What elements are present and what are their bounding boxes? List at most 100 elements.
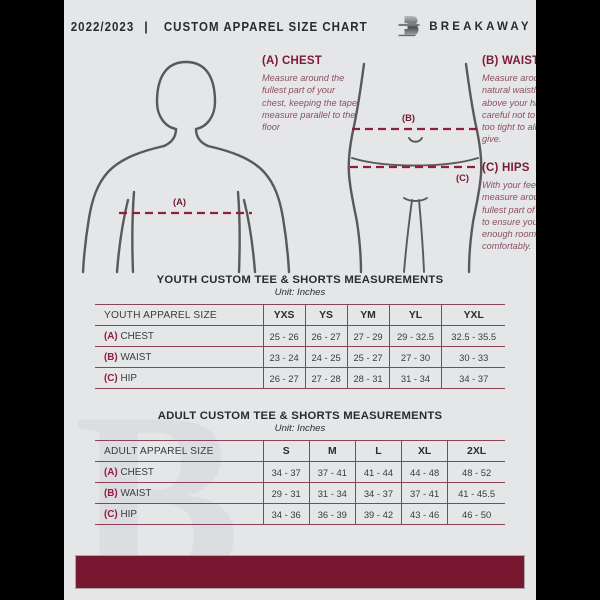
table-header-row: ADULT APPAREL SIZE S M L XL 2XL [95, 440, 505, 462]
size-chart-page: B 2022/2023 | CUSTOM APPAREL SIZE CHART [64, 0, 536, 600]
waist-tag: (B) [104, 487, 118, 499]
adult-chest-label: (A) CHEST [95, 461, 264, 483]
brand-name: BREAKAWAY [429, 21, 532, 33]
column-header-l: L [354, 440, 402, 462]
table-row: (C) HIP 26 - 27 27 - 28 28 - 31 31 - 34 … [95, 367, 505, 389]
youth-table-title: YOUTH CUSTOM TEE & SHORTS MEASUREMENTS [156, 274, 444, 286]
table-row: (C) HIP 34 - 36 36 - 39 39 - 42 43 - 46 … [95, 503, 505, 525]
youth-hip-label: (C) HIP [95, 367, 264, 389]
adult-size-table: ADULT APPAREL SIZE S M L XL 2XL (A) CHES… [95, 440, 505, 525]
hips-marker-label: (C) [456, 172, 469, 183]
adult-hip-label: (C) HIP [95, 503, 264, 525]
chest-heading: (A) CHEST [262, 55, 322, 67]
waist-label-text: WAIST [120, 351, 152, 363]
youth-hip-yxl: 34 - 37 [441, 367, 505, 389]
youth-size-section: YOUTH CUSTOM TEE & SHORTS MEASUREMENTS U… [95, 274, 505, 389]
body-figures: (A) (B) (C) [81, 60, 483, 274]
youth-waist-label: (B) WAIST [95, 346, 264, 368]
adult-waist-2xl: 41 - 45.5 [447, 482, 505, 504]
table-row: (A) CHEST 25 - 26 26 - 27 27 - 29 29 - 3… [95, 325, 505, 347]
waist-description-block: (B) WAIST Measure around your natural wa… [482, 55, 536, 146]
hips-description: With your feet together, measure around … [482, 180, 536, 252]
column-header-ym: YM [346, 304, 390, 326]
measurement-lines [119, 127, 479, 215]
chest-label-text: CHEST [120, 466, 154, 478]
breakaway-b-logo-icon [398, 16, 420, 37]
column-header-m: M [308, 440, 356, 462]
page-header: 2022/2023 | CUSTOM APPAREL SIZE CHART BR… [64, 0, 536, 54]
youth-hip-ys: 27 - 28 [304, 367, 348, 389]
header-season: 2022/2023 [71, 20, 135, 34]
column-header-2xl: 2XL [447, 440, 505, 462]
adult-waist-m: 31 - 34 [308, 482, 356, 504]
youth-waist-ys: 24 - 25 [304, 346, 348, 368]
table-row: (B) WAIST 23 - 24 24 - 25 25 - 27 27 - 3… [95, 346, 505, 368]
chest-description: Measure around the fullest part of your … [262, 73, 358, 133]
adult-waist-xl: 37 - 41 [401, 482, 448, 504]
youth-chest-yxl: 32.5 - 35.5 [441, 325, 505, 347]
youth-row-header: YOUTH APPAREL SIZE [95, 304, 264, 326]
column-header-ys: YS [304, 304, 348, 326]
upper-body-torso-figure-icon [81, 60, 291, 274]
adult-chest-m: 37 - 41 [308, 461, 356, 483]
adult-hip-m: 36 - 39 [308, 503, 356, 525]
chest-tag: (A) [104, 330, 118, 342]
youth-table-unit: Unit: Inches [274, 287, 326, 298]
youth-chest-yxs: 25 - 26 [262, 325, 306, 347]
adult-chest-l: 41 - 44 [354, 461, 402, 483]
chest-description-block: (A) CHEST Measure around the fullest par… [262, 55, 360, 133]
youth-size-table: YOUTH APPAREL SIZE YXS YS YM YL YXL (A) … [95, 304, 505, 389]
waist-tag: (B) [104, 351, 118, 363]
adult-hip-2xl: 46 - 50 [447, 503, 505, 525]
adult-size-section: ADULT CUSTOM TEE & SHORTS MEASUREMENTS U… [95, 410, 505, 525]
hips-description-block: (C) HIPS With your feet together, measur… [482, 162, 536, 253]
adult-hip-xl: 43 - 46 [401, 503, 448, 525]
hip-label-text: HIP [120, 508, 137, 520]
hip-tag: (C) [104, 508, 118, 520]
column-header-yl: YL [388, 304, 442, 326]
page-title: CUSTOM APPAREL SIZE CHART [163, 20, 368, 34]
youth-hip-yl: 31 - 34 [388, 367, 442, 389]
adult-hip-s: 34 - 36 [262, 503, 310, 525]
youth-waist-yxl: 30 - 33 [441, 346, 505, 368]
youth-chest-ys: 26 - 27 [304, 325, 348, 347]
youth-waist-ym: 25 - 27 [346, 346, 390, 368]
youth-chest-label: (A) CHEST [95, 325, 264, 347]
brand-logo-group: BREAKAWAY [398, 14, 532, 40]
youth-hip-ym: 28 - 31 [346, 367, 390, 389]
adult-table-unit: Unit: Inches [274, 423, 326, 434]
column-header-xl: XL [401, 440, 448, 462]
adult-waist-s: 29 - 31 [262, 482, 310, 504]
adult-chest-s: 34 - 37 [262, 461, 310, 483]
youth-chest-yl: 29 - 32.5 [388, 325, 442, 347]
column-header-yxl: YXL [441, 304, 505, 326]
column-header-s: S [262, 440, 310, 462]
youth-hip-yxs: 26 - 27 [262, 367, 306, 389]
chest-tag: (A) [104, 466, 118, 478]
chest-label-text: CHEST [120, 330, 154, 342]
waist-heading: (B) WAIST [482, 55, 536, 67]
lower-body-hips-figure-icon [347, 62, 483, 274]
adult-waist-l: 34 - 37 [354, 482, 402, 504]
waist-marker-label: (B) [402, 112, 415, 123]
header-separator: | [144, 20, 148, 34]
footer-accent-bar [75, 555, 525, 589]
table-row: (B) WAIST 29 - 31 31 - 34 34 - 37 37 - 4… [95, 482, 505, 504]
measurement-diagram: (A) (B) (C) (A) CHEST Measure around the… [64, 50, 536, 278]
youth-chest-ym: 27 - 29 [346, 325, 390, 347]
table-row: (A) CHEST 34 - 37 37 - 41 41 - 44 44 - 4… [95, 461, 505, 483]
adult-hip-l: 39 - 42 [354, 503, 402, 525]
column-header-yxs: YXS [262, 304, 306, 326]
adult-chest-xl: 44 - 48 [401, 461, 448, 483]
youth-waist-yl: 27 - 30 [388, 346, 442, 368]
waist-label-text: WAIST [120, 487, 152, 499]
hip-tag: (C) [104, 372, 118, 384]
adult-chest-2xl: 48 - 52 [447, 461, 505, 483]
adult-waist-label: (B) WAIST [95, 482, 264, 504]
youth-waist-yxs: 23 - 24 [262, 346, 306, 368]
chest-marker-label: (A) [173, 196, 186, 207]
adult-row-header: ADULT APPAREL SIZE [95, 440, 264, 462]
adult-table-title: ADULT CUSTOM TEE & SHORTS MEASUREMENTS [157, 410, 443, 422]
hips-heading: (C) HIPS [482, 162, 530, 174]
table-header-row: YOUTH APPAREL SIZE YXS YS YM YL YXL [95, 304, 505, 326]
